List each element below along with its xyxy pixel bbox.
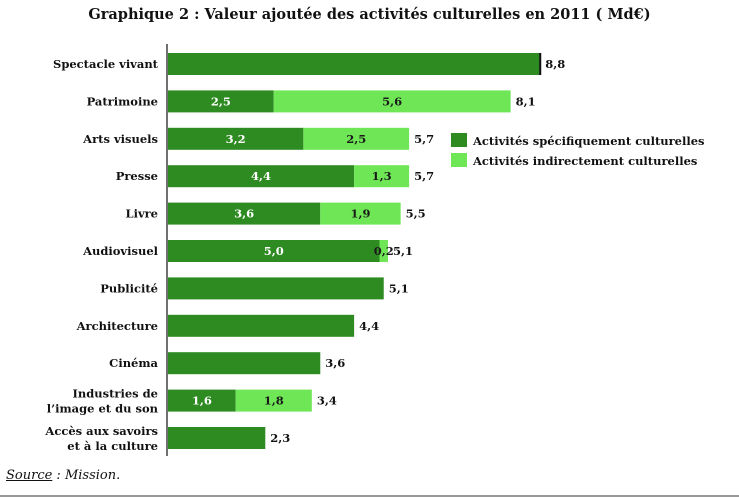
category-label: Publicité (100, 281, 158, 295)
category-label-line: Patrimoine (87, 94, 158, 108)
total-label: 8,1 (516, 94, 536, 108)
segment-label: 1,3 (372, 169, 392, 183)
category-label-line: Presse (116, 169, 158, 183)
total-label: 3,6 (325, 356, 345, 370)
category-label: Accès aux savoirs et à la culture (44, 424, 158, 453)
bottom-divider (0, 495, 739, 497)
bar-segment (303, 127, 410, 150)
bar-segment (354, 165, 410, 188)
bar-segment (379, 240, 388, 262)
category-label-line: Spectacle vivant (53, 57, 159, 71)
segment-label: 1,8 (264, 394, 284, 408)
bar-segment (168, 127, 304, 150)
bar-segment (273, 90, 511, 113)
total-label: 5,7 (414, 132, 434, 146)
segment-label: 3,2 (226, 132, 246, 146)
legend-swatch (451, 153, 467, 167)
segment-label: 5,6 (382, 94, 402, 108)
total-label: 5,1 (389, 281, 409, 295)
segment-label: 5,0 (264, 244, 284, 258)
total-label: 5,5 (406, 207, 426, 221)
category-label-line: Industries de (72, 387, 158, 401)
bar-segment (235, 389, 312, 412)
category-label-line: et à la culture (67, 439, 158, 453)
segment-label: 1,6 (192, 394, 212, 408)
category-label-line: Accès aux savoirs (44, 424, 158, 438)
segment-label: 3,6 (234, 207, 254, 221)
legend-label: Activités indirectement culturelles (472, 154, 697, 168)
total-label: 5,7 (414, 169, 434, 183)
category-label: Arts visuels (82, 132, 158, 146)
segment-label: 0,2 (374, 244, 394, 258)
bar-segment (168, 165, 355, 188)
total-label: 3,4 (317, 394, 337, 408)
category-label: Audiovisuel (82, 244, 159, 258)
category-label: Cinéma (109, 356, 158, 370)
bar-segment (168, 90, 274, 113)
bar-segment (168, 427, 266, 449)
category-label-line: Architecture (76, 319, 158, 333)
bar-segment (168, 352, 321, 375)
category-label-line: l’image et du son (47, 402, 159, 416)
category-label: Presse (116, 169, 158, 183)
total-label: 8,8 (545, 57, 565, 71)
category-label-line: Audiovisuel (82, 244, 159, 258)
segment-label: 2,5 (346, 132, 366, 146)
bar-segment (320, 202, 401, 225)
bar-segment (168, 202, 321, 225)
legend-label: Activités spécifiquement culturelles (472, 134, 705, 148)
total-label: 5,1 (393, 244, 413, 258)
segment-label: 2,5 (211, 94, 231, 108)
category-label-line: Publicité (100, 281, 158, 295)
category-label-line: Arts visuels (82, 132, 158, 146)
total-label: 2,3 (270, 431, 290, 445)
category-label: Livre (125, 207, 158, 221)
category-label-line: Cinéma (109, 356, 158, 370)
category-label: Spectacle vivant (53, 57, 159, 71)
source-note: Source : Mission. (6, 468, 120, 483)
total-label: 4,4 (359, 319, 379, 333)
category-label: Architecture (76, 319, 158, 333)
category-label: Patrimoine (87, 94, 158, 108)
source-text: : Mission. (52, 468, 121, 483)
legend-swatch (451, 133, 467, 147)
bar-segment (168, 277, 384, 300)
bar-segment (168, 389, 236, 412)
source-label: Source (6, 468, 53, 483)
bar-segment (168, 240, 380, 262)
segment-label: 1,9 (350, 207, 370, 221)
bar-segment (168, 314, 355, 337)
category-label: Industries de l’image et du son (47, 387, 159, 416)
segment-label: 4,4 (251, 169, 271, 183)
chart-title: Graphique 2 : Valeur ajoutée des activit… (88, 6, 651, 23)
bar-segment (168, 53, 541, 75)
category-label-line: Livre (125, 207, 158, 221)
